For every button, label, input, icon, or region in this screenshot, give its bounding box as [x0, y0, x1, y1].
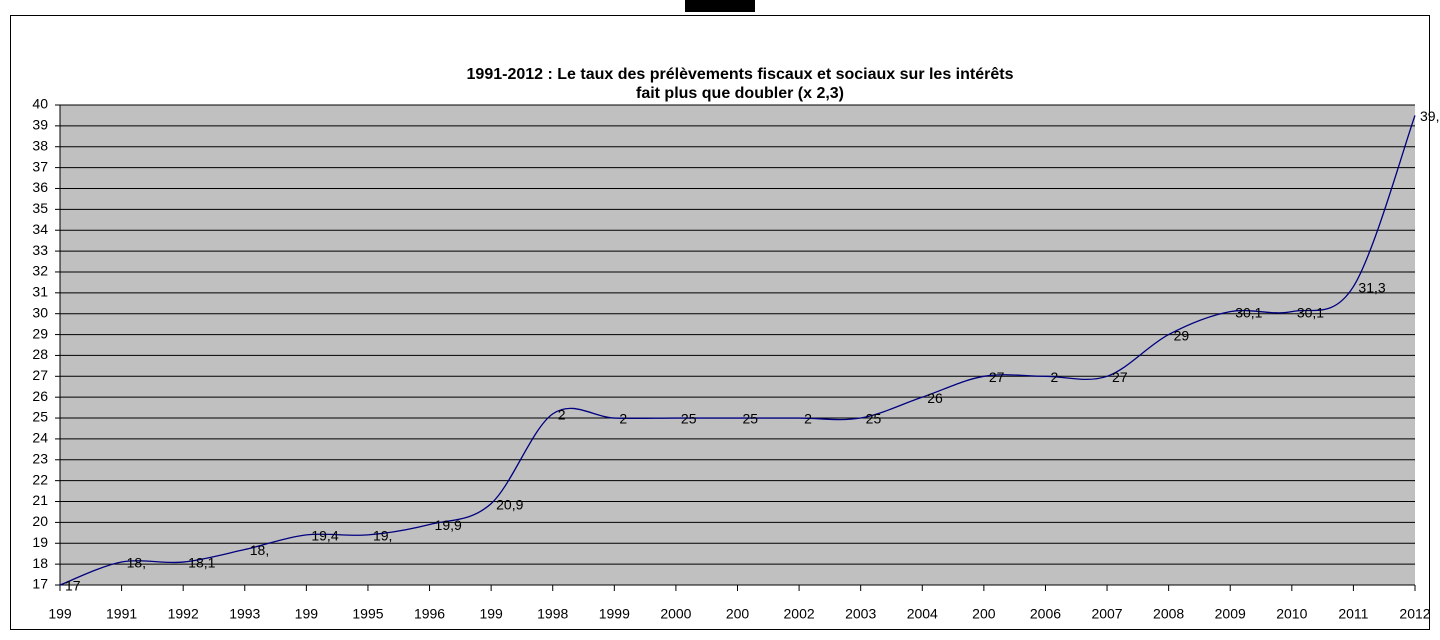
x-tick-label: 199	[479, 606, 503, 622]
x-tick-label: 200	[972, 606, 996, 622]
y-tick-label: 38	[32, 137, 48, 153]
data-label: 26	[927, 390, 943, 406]
data-label: 2	[619, 411, 627, 427]
x-tick-label: 1999	[599, 606, 630, 622]
data-label: 31,3	[1358, 279, 1385, 295]
y-tick-label: 34	[32, 221, 48, 237]
data-label: 2	[1050, 369, 1058, 385]
data-label: 30,1	[1297, 304, 1324, 320]
x-tick-label: 2011	[1338, 606, 1368, 622]
data-label: 18,	[250, 542, 269, 558]
x-tick-label: 1993	[229, 606, 260, 622]
data-label: 19,	[373, 528, 392, 544]
y-tick-label: 36	[32, 179, 48, 195]
y-tick-label: 29	[32, 325, 48, 341]
y-tick-label: 40	[32, 96, 48, 112]
data-label: 25	[743, 411, 759, 427]
y-tick-label: 32	[32, 263, 48, 279]
data-label: 30,1	[1235, 304, 1262, 320]
data-label: 27	[1112, 369, 1128, 385]
data-label: 17	[65, 578, 81, 594]
x-tick-label: 199	[295, 606, 319, 622]
x-tick-label: 2008	[1153, 606, 1184, 622]
y-tick-label: 23	[32, 450, 48, 466]
y-tick-label: 39	[32, 117, 48, 133]
x-tick-label: 2006	[1030, 606, 1061, 622]
x-tick-label: 2004	[907, 606, 938, 622]
data-label: 19,9	[435, 517, 462, 533]
y-tick-label: 19	[32, 534, 48, 550]
x-tick-label: 1995	[352, 606, 383, 622]
y-tick-label: 21	[32, 492, 48, 508]
y-tick-label: 35	[32, 200, 48, 216]
x-tick-label: 1991	[106, 606, 137, 622]
data-label: 25	[681, 411, 697, 427]
x-tick-label: 1996	[414, 606, 445, 622]
x-tick-label: 2002	[784, 606, 815, 622]
data-label: 18,1	[188, 555, 215, 571]
y-tick-label: 17	[32, 576, 48, 592]
x-tick-label: 2012	[1399, 606, 1430, 622]
x-tick-label: 2007	[1091, 606, 1122, 622]
x-tick-label: 200	[726, 606, 750, 622]
y-tick-label: 31	[32, 284, 48, 300]
y-tick-label: 26	[32, 388, 48, 404]
data-label: 29	[1174, 327, 1190, 343]
y-tick-label: 30	[32, 304, 48, 320]
y-tick-label: 25	[32, 409, 48, 425]
data-label: 25	[866, 411, 882, 427]
x-tick-label: 199	[48, 606, 72, 622]
y-tick-label: 33	[32, 242, 48, 258]
y-tick-label: 22	[32, 471, 48, 487]
y-tick-label: 18	[32, 555, 48, 571]
y-tick-label: 27	[32, 367, 48, 383]
x-tick-label: 1998	[537, 606, 568, 622]
x-tick-label: 2010	[1276, 606, 1307, 622]
data-label: 2	[804, 411, 812, 427]
data-label: 39,5	[1420, 108, 1440, 124]
chart-subtitle: fait plus que doubler (x 2,3)	[636, 85, 844, 102]
x-tick-label: 2003	[845, 606, 876, 622]
x-tick-label: 1992	[168, 606, 199, 622]
line	[59, 115, 1416, 586]
data-label: 27	[989, 369, 1005, 385]
header-tab	[685, 0, 755, 12]
y-tick-label: 28	[32, 346, 48, 362]
y-tick-label: 37	[32, 158, 48, 174]
data-label: 20,9	[496, 496, 523, 512]
x-tick-label: 2009	[1215, 606, 1246, 622]
data-label: 2	[558, 407, 566, 423]
data-label: 19,4	[311, 528, 338, 544]
chart-title: 1991-2012 : Le taux des prélèvements fis…	[467, 66, 1014, 83]
x-tick-label: 2000	[660, 606, 691, 622]
data-label: 18,	[127, 555, 146, 571]
y-tick-label: 20	[32, 513, 48, 529]
y-tick-label: 24	[32, 430, 48, 446]
plot-area	[60, 105, 1415, 585]
